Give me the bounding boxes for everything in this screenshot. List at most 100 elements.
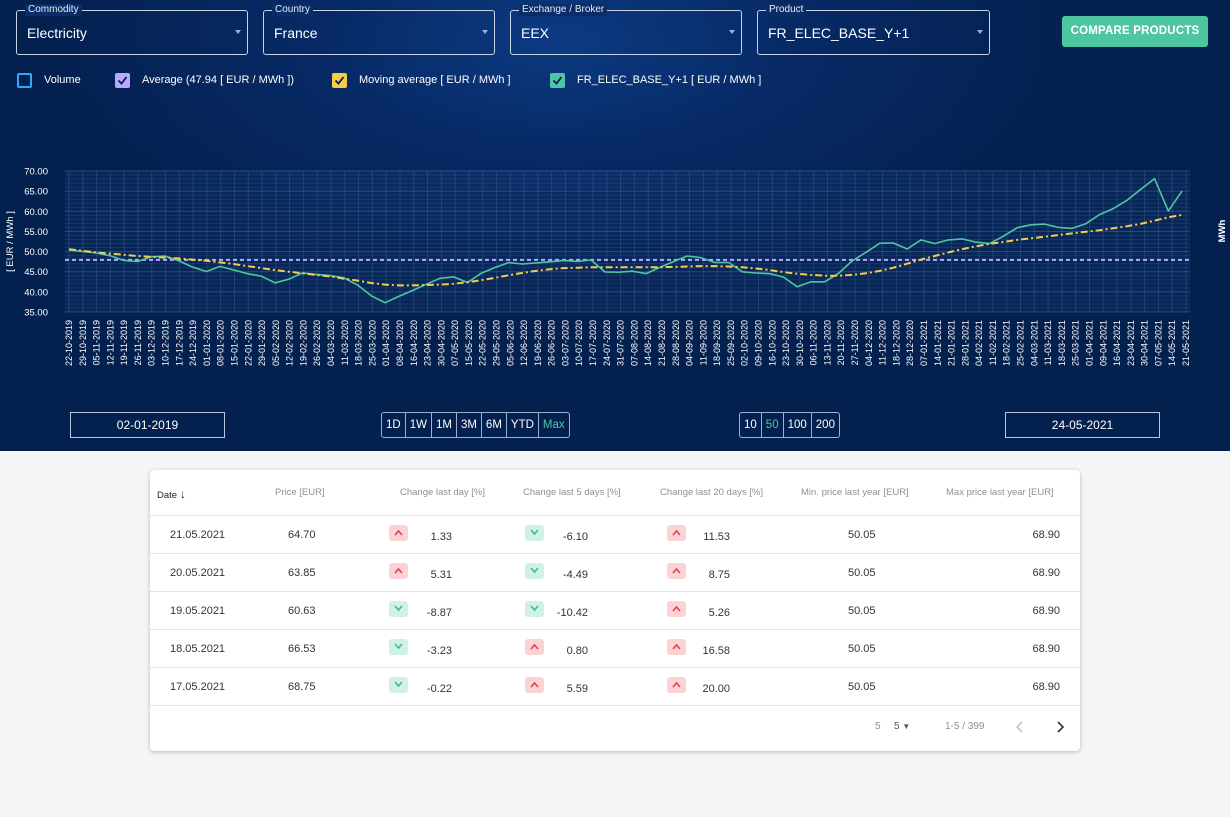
table-header: Date ↓ Price [EUR] Change last day [%] C… bbox=[150, 470, 1080, 516]
header-change-day[interactable]: Change last day [%] bbox=[400, 487, 486, 498]
price-line-chart[interactable]: 70.00 65.00 60.00 55.00 50.00 45.00 40.00 35.00… bbox=[0, 160, 1230, 380]
x-tick-label: 30-04-2021 bbox=[1140, 320, 1150, 366]
legend-moving-average[interactable]: Moving average [ EUR / MWh ] bbox=[332, 72, 511, 88]
cell-change-day: -0.22 bbox=[426, 683, 452, 695]
chevron-left-icon[interactable] bbox=[1015, 721, 1025, 733]
table-row[interactable]: 20.05.2021 63.85 5.31 -4.49 8.75 50.05 68.90 bbox=[150, 554, 1080, 592]
cell-change-20d: 5.26 bbox=[708, 607, 730, 619]
header-min-price[interactable]: Min. price last year [EUR] bbox=[801, 487, 909, 498]
commodity-value: Electricity bbox=[27, 25, 87, 41]
x-tick-label: 26-11-2019 bbox=[133, 320, 143, 365]
product-select[interactable]: Product FR_ELEC_BASE_Y+1 bbox=[757, 4, 990, 55]
exchange-label: Exchange / Broker bbox=[519, 4, 608, 16]
header-change-20d[interactable]: Change last 20 days [%] bbox=[660, 487, 763, 498]
table-row[interactable]: 21.05.2021 64.70 1.33 -6.10 11.53 50.05 68.90 bbox=[150, 516, 1080, 554]
x-tick-label: 04-12-2020 bbox=[864, 320, 874, 366]
x-tick-label: 30-10-2020 bbox=[795, 320, 805, 366]
cell-max-price: 68.90 bbox=[1032, 643, 1060, 655]
cell-price: 68.75 bbox=[288, 681, 316, 693]
period-max-button[interactable]: Max bbox=[542, 419, 565, 431]
x-tick-label: 18-02-2021 bbox=[1002, 320, 1012, 366]
chevron-down-icon bbox=[729, 30, 735, 34]
exchange-select[interactable]: Exchange / Broker EEX bbox=[510, 4, 742, 55]
header-change-5d[interactable]: Change last 5 days [%] bbox=[523, 487, 621, 498]
commodity-select[interactable]: Commodity Electricity bbox=[16, 4, 248, 55]
x-tick-label: 08-01-2020 bbox=[216, 320, 226, 366]
cell-date: 21.05.2021 bbox=[170, 529, 226, 541]
x-tick-label: 16-10-2020 bbox=[767, 320, 777, 366]
period-1m-button[interactable]: 1M bbox=[432, 413, 457, 437]
x-tick-label: 05-02-2020 bbox=[271, 320, 281, 366]
window-10-button[interactable]: 10 bbox=[740, 413, 762, 437]
x-tick-label: 21-05-2021 bbox=[1181, 320, 1191, 366]
x-tick-label: 10-07-2020 bbox=[574, 320, 584, 366]
compare-products-button[interactable]: COMPARE PRODUCTS bbox=[1062, 16, 1208, 47]
x-tick-label: 23-10-2020 bbox=[781, 320, 791, 366]
y-tick-label: 50.00 bbox=[24, 247, 48, 258]
header-price[interactable]: Price [EUR] bbox=[275, 487, 325, 498]
x-tick-label: 15-05-2020 bbox=[464, 320, 474, 366]
x-tick-label: 24-07-2020 bbox=[602, 320, 612, 366]
exchange-value: EEX bbox=[521, 25, 550, 41]
window-50-button[interactable]: 50 bbox=[762, 413, 784, 437]
cell-max-price: 68.90 bbox=[1032, 681, 1060, 693]
cell-date: 18.05.2021 bbox=[170, 643, 226, 655]
range-end-date[interactable]: 24-05-2021 bbox=[1005, 412, 1160, 438]
x-tick-label: 05-06-2020 bbox=[505, 320, 515, 366]
x-tick-label: 25-03-2020 bbox=[367, 320, 377, 366]
x-tick-label: 04-09-2020 bbox=[685, 320, 695, 366]
period-1w-button[interactable]: 1W bbox=[406, 413, 432, 437]
rows-per-page-select[interactable]: 5 ▼ bbox=[894, 721, 910, 732]
table-row[interactable]: 19.05.2021 60.63 -8.87 -10.42 5.26 50.05 68.90 bbox=[150, 592, 1080, 630]
arrow-up-icon bbox=[667, 601, 686, 617]
x-tick-label: 26-02-2020 bbox=[312, 320, 322, 366]
arrow-down-icon bbox=[389, 677, 408, 693]
cell-change-20d: 11.53 bbox=[703, 531, 730, 543]
legend-average[interactable]: Average (47.94 [ EUR / MWh ]) bbox=[115, 72, 294, 88]
x-tick-label: 28-12-2020 bbox=[905, 320, 915, 366]
x-tick-label: 20-11-2020 bbox=[836, 320, 846, 365]
arrow-up-icon bbox=[389, 525, 408, 541]
cell-max-price: 68.90 bbox=[1032, 567, 1060, 579]
caret-down-icon: ▼ bbox=[902, 722, 911, 731]
table-row[interactable]: 18.05.2021 66.53 -3.23 0.80 16.58 50.05 68.90 bbox=[150, 630, 1080, 668]
checkbox-checked-icon[interactable] bbox=[115, 72, 130, 88]
range-start-date[interactable]: 02-01-2019 bbox=[70, 412, 225, 438]
period-6m-button[interactable]: 6M bbox=[482, 413, 507, 437]
x-tick-label: 17-07-2020 bbox=[588, 320, 598, 366]
cell-min-price: 50.05 bbox=[848, 643, 876, 655]
cell-min-price: 50.05 bbox=[848, 605, 876, 617]
x-tick-label: 22-05-2020 bbox=[478, 320, 488, 366]
window-200-button[interactable]: 200 bbox=[815, 419, 835, 431]
cell-max-price: 68.90 bbox=[1032, 529, 1060, 541]
x-tick-label: 14-05-2021 bbox=[1167, 320, 1177, 366]
period-1d-button[interactable]: 1D bbox=[382, 413, 406, 437]
arrow-up-icon bbox=[667, 563, 686, 579]
commodity-label: Commodity bbox=[25, 4, 82, 16]
x-tick-label: 25-02-2021 bbox=[1016, 320, 1026, 366]
arrow-up-icon bbox=[667, 677, 686, 693]
header-max-price[interactable]: Max price last year [EUR] bbox=[946, 487, 1054, 498]
cell-min-price: 50.05 bbox=[848, 681, 876, 693]
table-row[interactable]: 17.05.2021 68.75 -0.22 5.59 20.00 50.05 68.90 bbox=[150, 668, 1080, 706]
country-select[interactable]: Country France bbox=[263, 4, 495, 55]
chevron-right-icon[interactable] bbox=[1055, 721, 1065, 733]
rows-per-page-value: 5 bbox=[894, 721, 900, 732]
window-100-button[interactable]: 100 bbox=[784, 413, 812, 437]
legend-product[interactable]: FR_ELEC_BASE_Y+1 [ EUR / MWh ] bbox=[550, 72, 761, 88]
x-tick-label: 02-10-2020 bbox=[740, 320, 750, 366]
x-tick-label: 07-01-2021 bbox=[919, 320, 929, 366]
checkbox-checked-icon[interactable] bbox=[550, 72, 565, 88]
x-tick-label: 23-04-2021 bbox=[1126, 320, 1136, 366]
x-tick-label: 19-11-2019 bbox=[119, 320, 129, 365]
x-tick-label: 04-02-2021 bbox=[974, 320, 984, 366]
header-date[interactable]: Date ↓ bbox=[157, 487, 186, 501]
period-ytd-button[interactable]: YTD bbox=[507, 413, 539, 437]
checkbox-unchecked-icon[interactable] bbox=[17, 72, 32, 88]
y-tick-label: 65.00 bbox=[24, 187, 48, 198]
checkbox-checked-icon[interactable] bbox=[332, 72, 347, 88]
period-3m-button[interactable]: 3M bbox=[457, 413, 482, 437]
cell-date: 17.05.2021 bbox=[170, 681, 226, 693]
legend-volume[interactable]: Volume bbox=[17, 72, 81, 88]
x-tick-label: 26-06-2020 bbox=[547, 320, 557, 366]
